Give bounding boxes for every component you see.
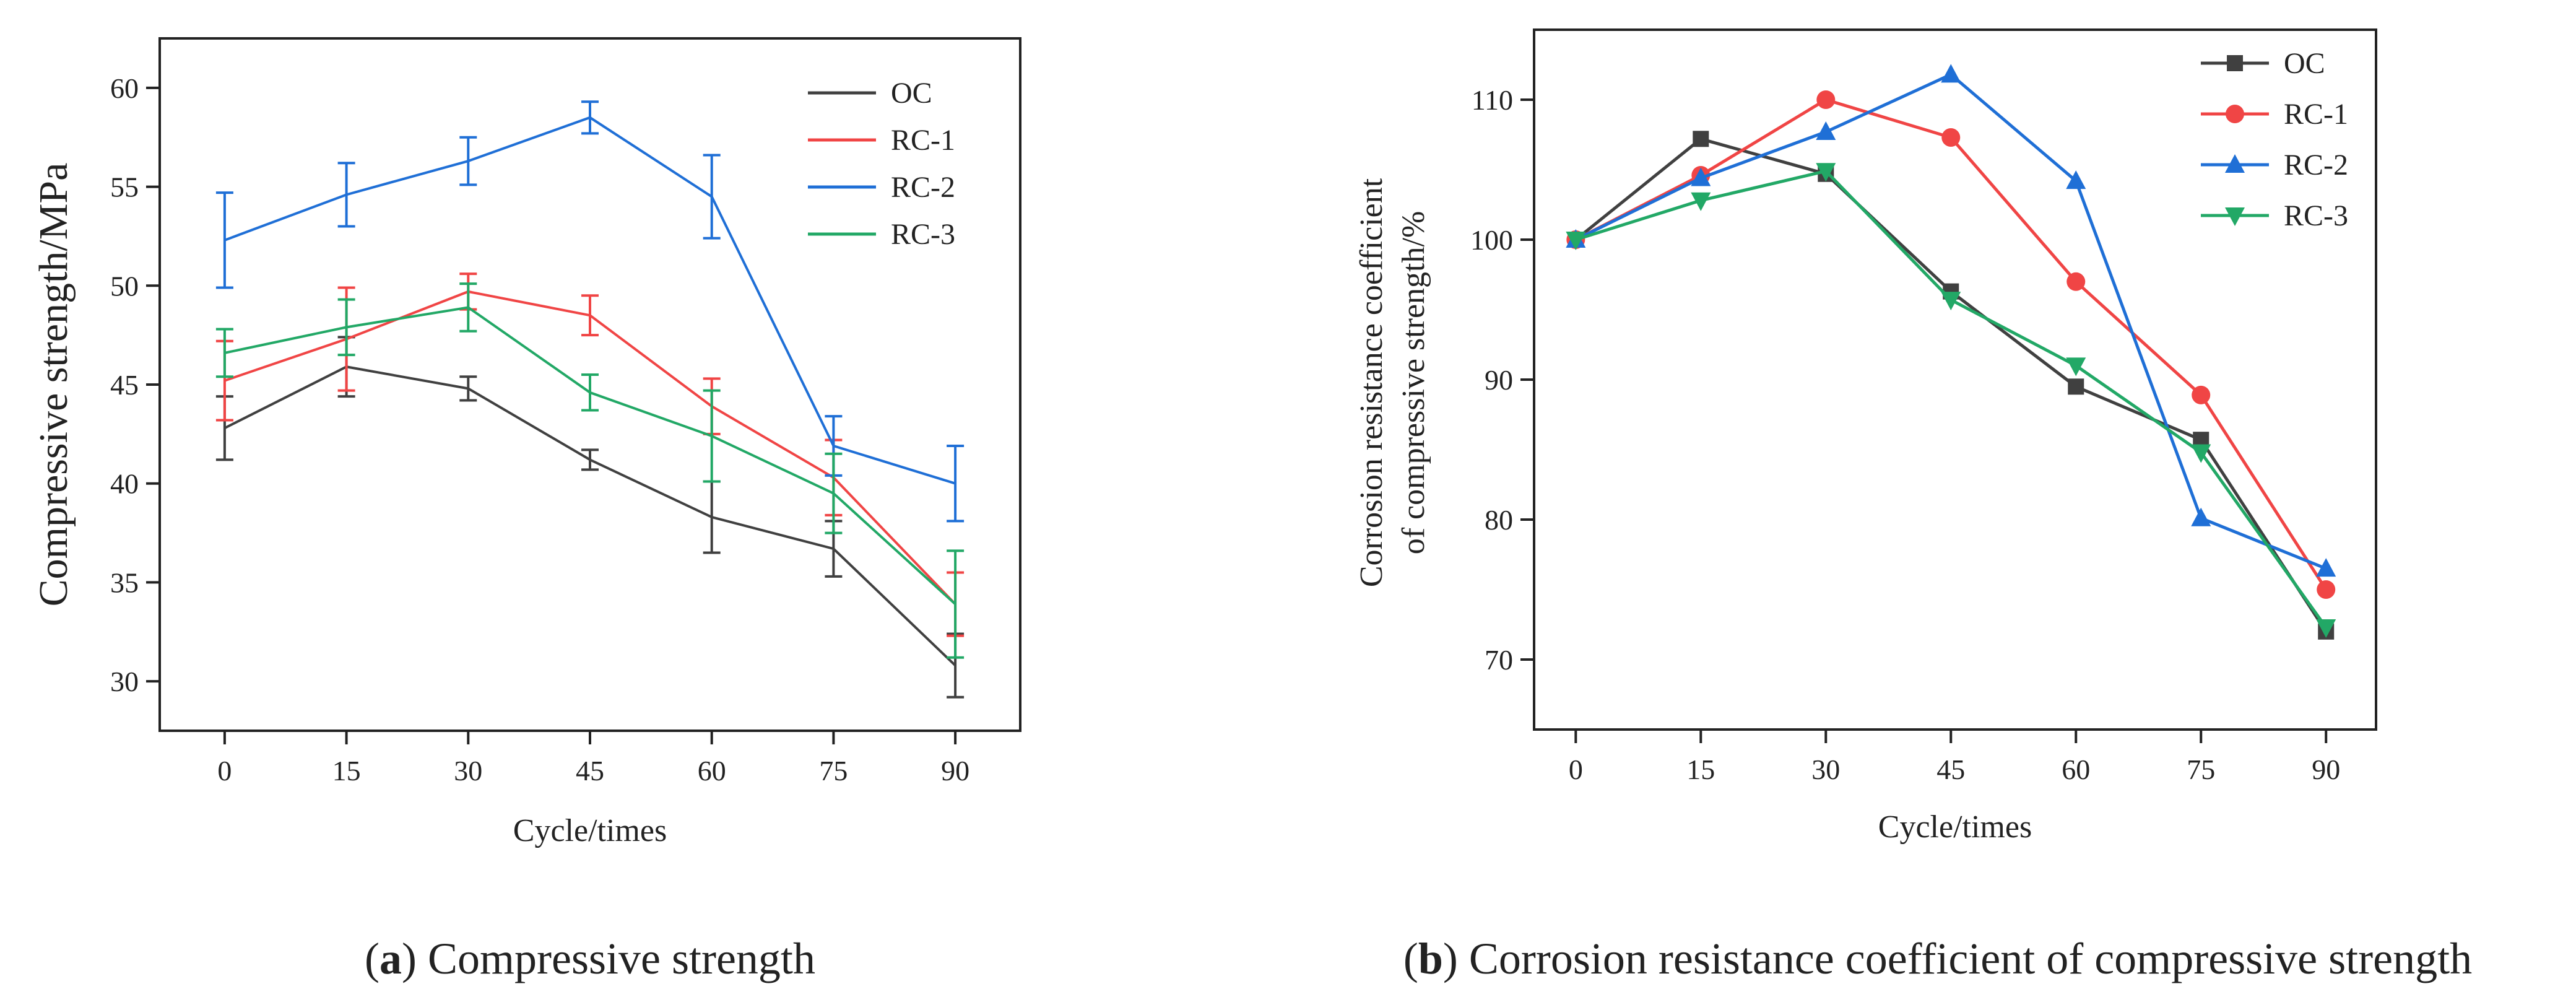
panel-b-line-rc-1 — [1575, 98, 2328, 591]
panel-b-caption: (b) Corrosion resistance coefficient of … — [1403, 934, 2472, 983]
panel-b-legend-label-rc-3: RC-3 — [2284, 199, 2348, 232]
panel-b-point-rc-1 — [1941, 128, 1961, 147]
panel-b-line-oc — [1574, 137, 2328, 633]
panel-b-x-tick-label: 15 — [1686, 754, 1715, 785]
panel-a-y-tick-label: 30 — [110, 666, 139, 697]
panel-a-caption: (a) Compressive strength — [365, 934, 815, 983]
panel-b-legend-marker-rc-1 — [2226, 105, 2244, 123]
panel-a-y-tick-label: 35 — [110, 567, 139, 598]
panel-a-y-tick-label: 45 — [110, 369, 139, 401]
panel-b-legend-label-oc: OC — [2284, 47, 2325, 80]
panel-a-x-axis-title: Cycle/times — [513, 813, 667, 848]
panel-a-caption-label: a — [379, 934, 402, 983]
panel-a-legend-label-rc-1: RC-1 — [891, 124, 955, 157]
panel-b-point-rc-3 — [2191, 444, 2211, 463]
panel-b-point-rc-3 — [2066, 357, 2086, 377]
panel-a-x-tick-label: 60 — [698, 755, 726, 786]
panel-b-point-rc-3 — [1691, 192, 1711, 211]
panel-a-x-tick-label: 90 — [941, 755, 969, 786]
panel-b-point-rc-2 — [1691, 167, 1711, 186]
panel-b-legend-label-rc-2: RC-2 — [2284, 149, 2348, 181]
panel-a-caption-text: Compressive strength — [428, 934, 815, 983]
panel-b-point-rc-1 — [1816, 90, 1836, 109]
panel-b-point-rc-3 — [2316, 619, 2336, 638]
panel-b-y-tick-label: 80 — [1485, 504, 1513, 536]
panel-b-x-tick-label: 75 — [2187, 754, 2215, 785]
panel-b-point-rc-1 — [2317, 580, 2336, 599]
panel-a-line-oc — [224, 365, 956, 667]
panel-b-y-tick-label: 100 — [1470, 224, 1513, 256]
panel-b-x-tick-label: 90 — [2312, 754, 2340, 785]
panel-a-x-tick-label: 45 — [576, 755, 604, 786]
panel-b-point-rc-2 — [2066, 170, 2086, 190]
panel-b-line-rc-3 — [1575, 169, 2328, 629]
panel-a-legend-label-rc-2: RC-2 — [891, 171, 955, 204]
panel-a-line-rc-1 — [224, 290, 956, 605]
panel-b-caption-label: b — [1418, 934, 1443, 983]
panel-b-point-rc-2 — [2191, 507, 2211, 526]
panel-b-x-tick-label: 0 — [1569, 754, 1583, 785]
panel-b-y-tick-label: 70 — [1485, 644, 1513, 676]
panel-b-legend-marker-rc-2 — [2225, 154, 2245, 173]
panel-b-y-tick-label: 110 — [1472, 84, 1513, 116]
panel-a-legend-label-oc: OC — [891, 77, 932, 110]
panel-a-compressive-strength: 0 15 30 45 60 75 90 30 35 40 45 50 55 60 OC RC-1 RC-2 RC… — [31, 37, 1021, 983]
panel-a-x-tick-label: 75 — [819, 755, 848, 786]
panel-b-point-oc — [1693, 131, 1709, 147]
panel-b-point-oc — [2068, 378, 2084, 395]
panel-b-point-rc-2 — [1816, 121, 1836, 140]
panel-b-point-rc-1 — [2066, 272, 2086, 291]
panel-b-x-tick-label: 30 — [1811, 754, 1840, 785]
panel-a-y-tick-label: 60 — [110, 72, 139, 104]
panel-b-y-axis-title-line1: Corrosion resistance coefficient — [1354, 178, 1389, 587]
panel-b-corrosion-resistance: 0 15 30 45 60 75 90 70 80 90 100 110 OC RC-1 RC-2 RC-3… — [1354, 28, 2472, 983]
panel-b-legend-marker-rc-3 — [2225, 207, 2245, 226]
panel-a-x-tick-label: 15 — [332, 755, 361, 786]
panel-b-point-rc-2 — [1941, 64, 1961, 83]
panel-b-point-rc-3 — [1941, 292, 1961, 311]
panel-a-x-tick-label: 0 — [217, 755, 232, 786]
panel-b-x-axis-title: Cycle/times — [1878, 809, 2032, 845]
panel-b-x-tick-label: 45 — [1936, 754, 1965, 785]
panel-b-point-rc-3 — [1566, 232, 1586, 250]
panel-b-point-rc-2 — [2316, 558, 2336, 577]
panel-b-x-tick-label: 60 — [2062, 754, 2090, 785]
panel-a-legend-label-rc-3: RC-3 — [891, 218, 955, 251]
panel-b-point-rc-3 — [1816, 163, 1836, 182]
panel-b-caption-text: Corrosion resistance coefficient of comp… — [1469, 934, 2472, 983]
panel-a-y-tick-label: 50 — [110, 270, 139, 302]
panel-b-legend-label-rc-1: RC-1 — [2284, 98, 2348, 131]
panel-b-y-tick-label: 90 — [1485, 364, 1513, 396]
panel-b-y-axis-title-line2: of compressive strength/% — [1396, 211, 1431, 555]
panel-a-x-tick-label: 30 — [454, 755, 482, 786]
panel-a-y-tick-label: 55 — [110, 172, 139, 203]
panel-b-point-rc-1 — [2192, 385, 2211, 404]
panel-a-y-tick-label: 40 — [110, 468, 139, 500]
panel-a-y-axis-title: Compressive strength/MPa — [31, 163, 76, 607]
panel-b-legend-marker-oc — [2227, 55, 2243, 71]
